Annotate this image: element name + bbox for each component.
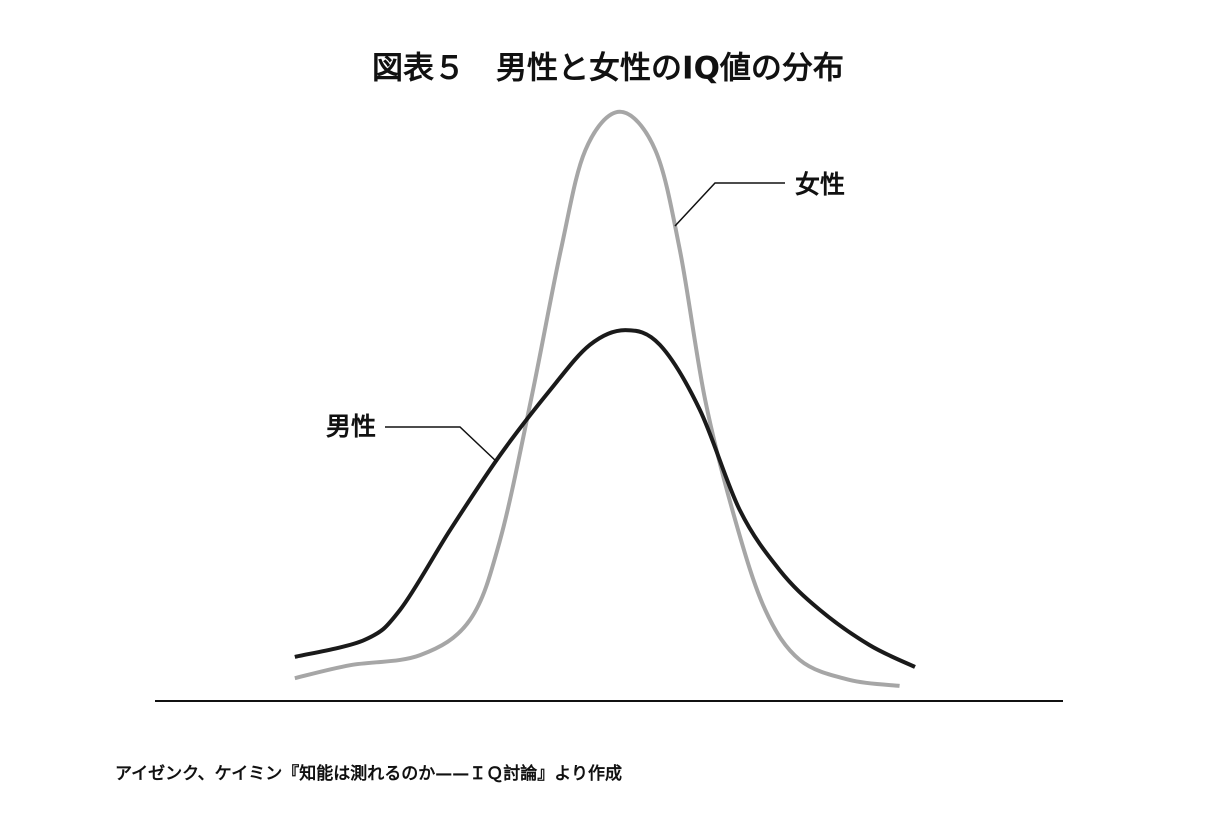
series-label: 男性 xyxy=(326,412,376,441)
series-label: 女性 xyxy=(795,170,845,199)
leader-line xyxy=(385,426,498,463)
series-line xyxy=(294,328,916,669)
chart-title: 図表５ 男性と女性のIQ値の分布 xyxy=(372,51,844,87)
series-line xyxy=(294,109,900,688)
source-note: アイゼンク、ケイミン『知能は測れるのか——ＩＱ討論』より作成 xyxy=(115,763,622,784)
leader-line xyxy=(674,182,785,227)
